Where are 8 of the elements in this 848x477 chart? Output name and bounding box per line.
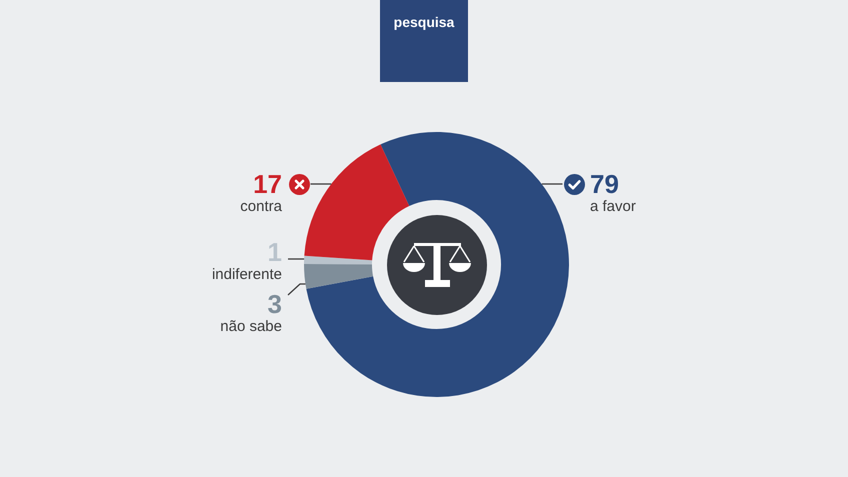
slice-label: contra [240, 198, 283, 215]
slice-label: indiferente [212, 266, 282, 283]
data-label: 79 [590, 169, 619, 199]
slice-label: não sabe [220, 318, 282, 335]
data-label: 17 [253, 169, 282, 199]
slice-label: a favor [590, 198, 636, 215]
data-label: 3 [268, 289, 282, 319]
chart-title: pesquisa [394, 14, 455, 30]
